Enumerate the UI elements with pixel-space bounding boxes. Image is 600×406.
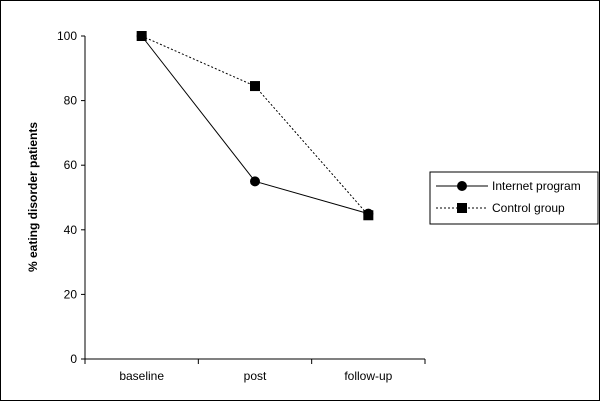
data-point bbox=[250, 176, 260, 187]
x-tick-label: post bbox=[244, 369, 267, 383]
legend-label: Control group bbox=[492, 201, 565, 215]
data-point bbox=[363, 210, 374, 221]
y-axis-title: % eating disorder patients bbox=[26, 122, 40, 272]
legend-marker bbox=[457, 203, 467, 213]
series-layer bbox=[136, 31, 374, 221]
y-tick-label: 40 bbox=[64, 223, 78, 237]
y-axis: 0 20 40 60 80 100 bbox=[57, 29, 86, 366]
series-control-group bbox=[136, 31, 374, 221]
y-tick-label: 0 bbox=[70, 352, 77, 366]
series-line bbox=[141, 35, 369, 216]
legend-marker bbox=[457, 181, 467, 191]
y-tick-label: 100 bbox=[57, 29, 77, 43]
data-point bbox=[136, 31, 147, 41]
x-tick-label: follow-up bbox=[344, 369, 392, 383]
legend: Internet program Control group bbox=[429, 171, 599, 225]
data-point bbox=[250, 81, 260, 92]
x-axis: baseline post follow-up bbox=[84, 358, 426, 383]
y-tick-label: 80 bbox=[64, 94, 78, 108]
y-tick-label: 60 bbox=[64, 158, 78, 172]
legend-label: Internet program bbox=[492, 179, 581, 193]
y-tick-label: 20 bbox=[64, 287, 78, 301]
legend-box bbox=[429, 171, 599, 225]
x-tick-label: baseline bbox=[119, 369, 164, 383]
legend-item: Control group bbox=[436, 201, 565, 215]
legend-item: Internet program bbox=[436, 179, 581, 193]
